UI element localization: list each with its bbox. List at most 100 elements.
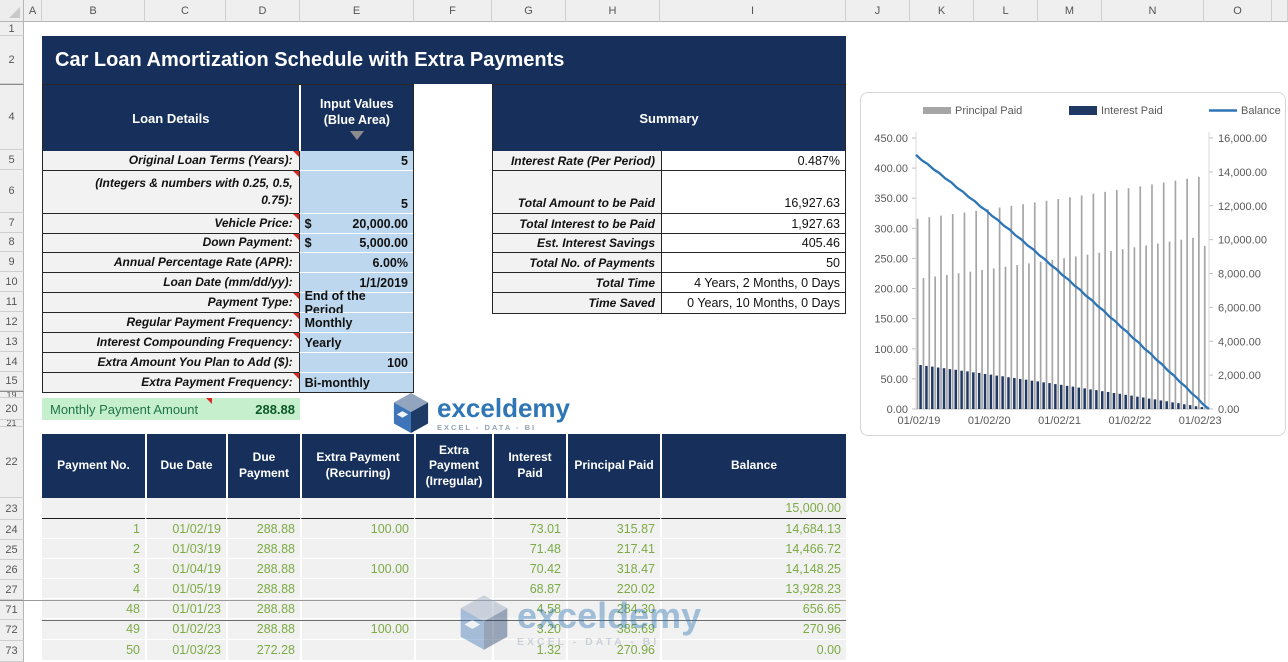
payment-cell: 100.00 [300, 559, 414, 579]
chart-balance-line [915, 154, 1210, 410]
row-header-71[interactable]: 71 [0, 600, 24, 620]
payment-cell: 3.20 [492, 619, 566, 640]
column-header-K[interactable]: K [910, 0, 974, 22]
loan-detail-input[interactable]: 6.00% [298, 253, 413, 273]
payment-column-header: Interest Paid [492, 434, 566, 498]
loan-detail-input[interactable]: Yearly [298, 333, 413, 353]
loan-detail-input[interactable]: 5 [298, 151, 413, 171]
row-header-4[interactable]: 4 [0, 84, 24, 150]
select-all-triangle-icon [9, 7, 20, 18]
svg-text:450.00: 450.00 [874, 133, 908, 145]
row-header-20[interactable]: 20 [0, 398, 24, 420]
payment-column-header: Due Payment [226, 434, 300, 498]
row-header-19[interactable]: 19 [0, 391, 24, 398]
payment-cell [414, 539, 492, 559]
loan-detail-label: Extra Amount You Plan to Add ($): [43, 353, 299, 373]
loan-detail-input[interactable]: Monthly [298, 313, 413, 333]
comment-flag-icon [292, 373, 299, 379]
column-header-N[interactable]: N [1102, 0, 1204, 22]
loan-detail-input[interactable]: $5,000.00 [298, 234, 413, 253]
row-header-14[interactable]: 14 [0, 352, 24, 372]
loan-detail-label: Interest Compounding Frequency: [43, 333, 299, 353]
payment-cell [492, 498, 566, 519]
loan-detail-input[interactable]: 1/1/2019 [298, 273, 413, 293]
row-header-72[interactable]: 72 [0, 620, 24, 641]
row-header-8[interactable]: 8 [0, 233, 24, 252]
payment-row: 49 01/02/23 288.88 100.00 3.20 385.69 270.96 [42, 619, 846, 640]
loan-detail-input[interactable]: 100 [298, 353, 413, 373]
payment-cell: 2 [42, 539, 145, 559]
row-header-25[interactable]: 25 [0, 540, 24, 560]
row-header-5[interactable]: 5 [0, 150, 24, 170]
row-header-23[interactable]: 23 [0, 498, 24, 520]
row-header-6[interactable]: 6 [0, 170, 24, 213]
column-header-partial[interactable] [1272, 0, 1288, 22]
payment-row: 4 01/05/19 288.88 68.87 220.02 13,928.23 [42, 579, 846, 599]
loan-details-table: Loan Details Input Values (Blue Area) Or… [42, 84, 414, 393]
row-header-13[interactable]: 13 [0, 332, 24, 352]
column-header-A[interactable]: A [24, 0, 42, 22]
row-header-12[interactable]: 12 [0, 312, 24, 332]
payment-cell: 68.87 [492, 579, 566, 599]
payment-cell: 14,148.25 [660, 559, 846, 579]
page-title: Car Loan Amortization Schedule with Extr… [42, 36, 846, 84]
row-header-27[interactable]: 27 [0, 580, 24, 600]
svg-text:01/02/20: 01/02/20 [968, 415, 1011, 427]
loan-detail-input[interactable]: Bi-monthly [298, 373, 413, 392]
column-header-G[interactable]: G [492, 0, 566, 22]
row-header-15[interactable]: 15 [0, 372, 24, 391]
summary-label: Time Saved [493, 293, 661, 313]
loan-detail-input[interactable]: 5 [298, 171, 413, 214]
row-header-22[interactable]: 22 [0, 427, 24, 498]
payment-cell: 288.88 [226, 579, 300, 599]
column-header-O[interactable]: O [1204, 0, 1272, 22]
svg-text:Principal Paid: Principal Paid [955, 105, 1022, 117]
exceldemy-watermark: exceldemy EXCEL - DATA - BI [458, 594, 701, 651]
svg-text:0.00: 0.00 [1218, 404, 1239, 416]
comment-flag-icon [292, 214, 299, 220]
row-header-11[interactable]: 11 [0, 292, 24, 312]
row-header-2[interactable]: 2 [0, 36, 24, 84]
select-all-corner[interactable] [0, 0, 24, 22]
summary-label: Interest Rate (Per Period) [493, 151, 661, 171]
column-header-E[interactable]: E [300, 0, 414, 22]
column-header-J[interactable]: J [846, 0, 910, 22]
summary-value: 50 [661, 253, 845, 273]
svg-text:250.00: 250.00 [874, 253, 908, 265]
payment-cell: 318.47 [566, 559, 660, 579]
loan-detail-input[interactable]: End of the Period [298, 289, 413, 317]
payment-table-header: Payment No. Due Date Due Payment Extra Paym… [42, 434, 846, 498]
column-header-L[interactable]: L [974, 0, 1038, 22]
row-header-26[interactable]: 26 [0, 560, 24, 580]
monthly-payment-cell: Monthly Payment Amount 288.88 [42, 398, 300, 420]
svg-text:Interest Paid: Interest Paid [1101, 105, 1163, 117]
svg-text:2,000.00: 2,000.00 [1218, 370, 1261, 382]
exceldemy-cube-icon [460, 595, 508, 650]
column-header-H[interactable]: H [566, 0, 660, 22]
row-header-24[interactable]: 24 [0, 520, 24, 540]
row-header-9[interactable]: 9 [0, 252, 24, 272]
row-header-21[interactable]: 21 [0, 420, 24, 427]
chart-bars-interest [919, 365, 1209, 409]
summary-title: Summary [493, 85, 845, 151]
payment-cell: 01/02/19 [145, 519, 226, 539]
column-header-C[interactable]: C [145, 0, 226, 22]
row-header-10[interactable]: 10 [0, 272, 24, 292]
payment-cell: 3 [42, 559, 145, 579]
logo-name: exceldemy [517, 594, 702, 636]
column-header-I[interactable]: I [660, 0, 846, 22]
column-header-B[interactable]: B [42, 0, 145, 22]
column-header-D[interactable]: D [226, 0, 300, 22]
loan-detail-input[interactable]: $20,000.00 [298, 214, 413, 234]
payment-cell [414, 599, 492, 619]
payment-cell: 288.88 [226, 559, 300, 579]
row-header-7[interactable]: 7 [0, 213, 24, 233]
payment-cell: 01/03/23 [145, 640, 226, 661]
column-header-M[interactable]: M [1038, 0, 1102, 22]
payment-cell: 100.00 [300, 519, 414, 539]
payment-cell: 73.01 [492, 519, 566, 539]
row-header-1[interactable]: 1 [0, 22, 24, 36]
payment-cell [226, 498, 300, 519]
column-header-F[interactable]: F [414, 0, 492, 22]
row-header-73[interactable]: 73 [0, 641, 24, 662]
